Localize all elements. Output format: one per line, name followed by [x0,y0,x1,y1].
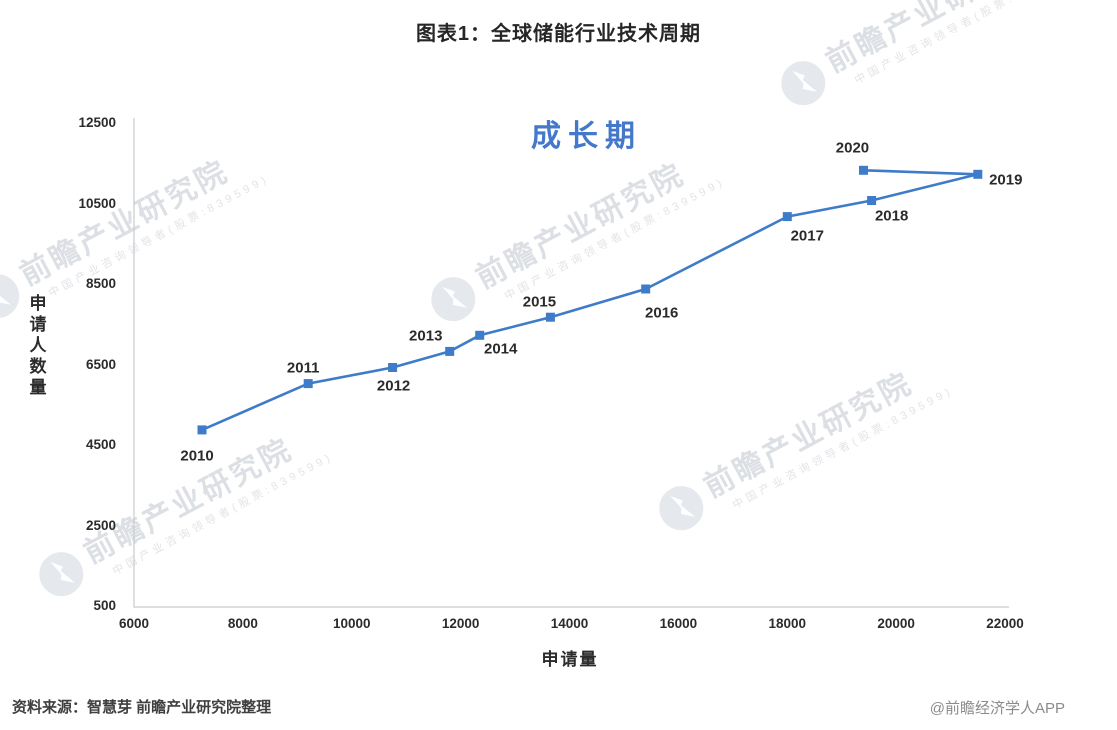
chart-title: 图表1：全球储能行业技术周期 [415,23,702,45]
year-label-2018: 2018 [874,207,909,225]
y-tick-8500: 8500 [85,276,116,291]
y-tick-10500: 10500 [78,195,116,211]
data-point-2017 [782,212,792,222]
y-tick-6500: 6500 [85,356,116,372]
x-axis-title: 申请量 [541,650,599,669]
data-point-2014 [475,330,485,340]
app-credit: @前瞻经济学人APP [929,700,1065,717]
x-tick-22000: 22000 [986,616,1024,631]
axis-lines [133,118,1009,608]
data-point-2015 [545,312,555,322]
year-label-2017: 2017 [790,227,824,245]
x-tick-8000: 8000 [227,616,258,631]
data-point-2013 [445,346,455,356]
data-point-2010 [197,425,207,435]
growth-stage-label: 成长期 [531,120,642,153]
data-point-2020 [859,165,868,175]
x-tick-18000: 18000 [768,616,807,631]
data-point-2011 [303,379,313,389]
year-label-2016: 2016 [645,304,679,322]
x-tick-10000: 10000 [332,616,371,631]
year-label-2013: 2013 [409,327,443,345]
y-tick-4500: 4500 [85,437,116,452]
year-label-2012: 2012 [376,377,411,394]
x-tick-6000: 6000 [118,616,150,631]
year-label-2011: 2011 [286,359,320,377]
year-label-2020: 2020 [835,139,870,157]
data-point-2019 [973,169,983,179]
year-label-2015: 2015 [522,293,557,311]
y-tick-500: 500 [93,598,116,613]
year-label-2014: 2014 [483,340,518,358]
x-tick-16000: 16000 [659,616,698,631]
year-label-2010: 2010 [180,447,214,465]
data-point-2018 [867,196,877,205]
series-line [201,169,980,432]
x-tick-14000: 14000 [550,616,589,631]
year-label-2019: 2019 [989,171,1023,189]
y-axis-title: 申请人数量 [29,294,47,397]
y-tick-2500: 2500 [85,517,116,533]
x-tick-12000: 12000 [441,616,480,631]
source-note: 资料来源：智慧芽 前瞻产业研究院整理 [12,699,272,716]
data-point-2012 [388,363,398,372]
x-tick-20000: 20000 [877,616,915,631]
data-point-2016 [641,284,651,294]
y-tick-12500: 12500 [78,115,116,130]
